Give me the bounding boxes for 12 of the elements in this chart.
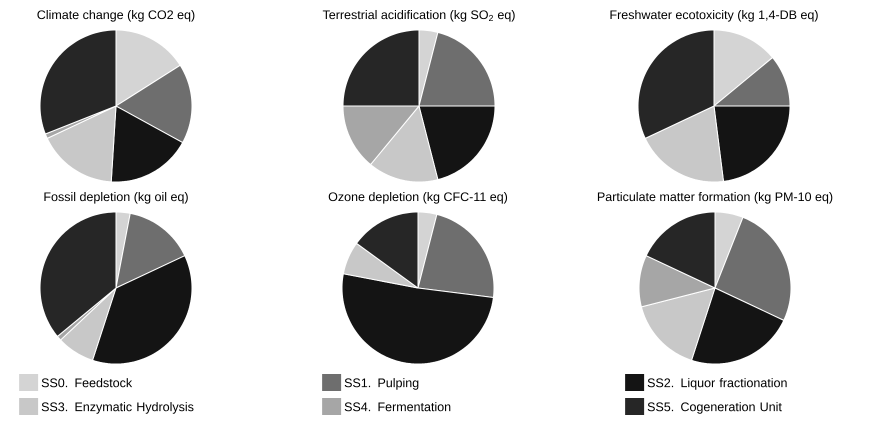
legend-label: SS2. Liquor fractionation (648, 378, 787, 390)
legend-label: SS4. Fermentation (344, 402, 450, 412)
legend-label: SS3. Enzymatic Hydrolysis (42, 402, 194, 414)
chart-title: Freshwater ecotoxicity (kg 1,4-DB eq) (610, 10, 818, 22)
chart-title: Particulate matter formation (kg PM-10 eq) (598, 192, 832, 204)
chart-title: Terrestrial acidification (kg SO$_{2}$ eq) (322, 10, 515, 22)
chart-title: Fossil depletion (kg oil eq) (44, 192, 188, 204)
legend-label: SS0. Feedstock (42, 378, 132, 388)
chart-title: Ozone depletion (kg CFC-11 eq) (328, 192, 508, 204)
legend-label: SS1. Pulping (344, 378, 418, 390)
chart-title: Climate change (kg CO2 eq) (37, 10, 194, 22)
legend-label: SS5. Cogeneration Unit (648, 402, 782, 414)
